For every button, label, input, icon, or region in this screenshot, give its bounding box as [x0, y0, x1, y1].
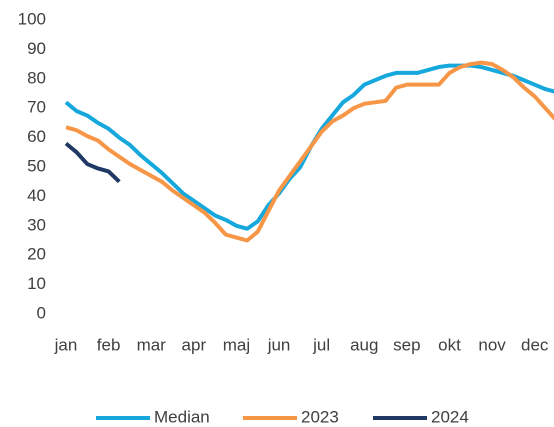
series-line — [65, 60, 554, 243]
legend-label: 2023 — [301, 407, 339, 426]
x-tick-label: okt — [438, 335, 461, 354]
y-tick-label: 10 — [27, 274, 46, 293]
x-tick-label: jan — [54, 335, 78, 354]
x-tick-label: apr — [182, 335, 207, 354]
y-tick-label: 30 — [27, 215, 46, 234]
x-tick-label: jun — [267, 335, 291, 354]
x-tick-label: sep — [393, 335, 420, 354]
y-tick-label: 90 — [27, 39, 46, 58]
legend-label: 2024 — [431, 407, 469, 426]
y-tick-label: 20 — [27, 245, 46, 264]
x-tick-label: maj — [223, 335, 250, 354]
y-tick-label: 70 — [27, 98, 46, 117]
x-tick-label: aug — [350, 335, 378, 354]
x-tick-label: nov — [478, 335, 506, 354]
y-tick-label: 50 — [27, 156, 46, 175]
x-tick-label: mar — [137, 335, 167, 354]
legend-label: Median — [154, 407, 210, 426]
x-tick-label: jul — [312, 335, 330, 354]
x-tick-label: feb — [97, 335, 121, 354]
y-tick-label: 60 — [27, 127, 46, 146]
y-tick-label: 80 — [27, 68, 46, 87]
y-tick-label: 40 — [27, 186, 46, 205]
x-tick-label: dec — [521, 335, 549, 354]
series-line — [64, 141, 121, 184]
y-tick-label: 0 — [37, 303, 46, 322]
y-tick-label: 100 — [18, 9, 46, 28]
